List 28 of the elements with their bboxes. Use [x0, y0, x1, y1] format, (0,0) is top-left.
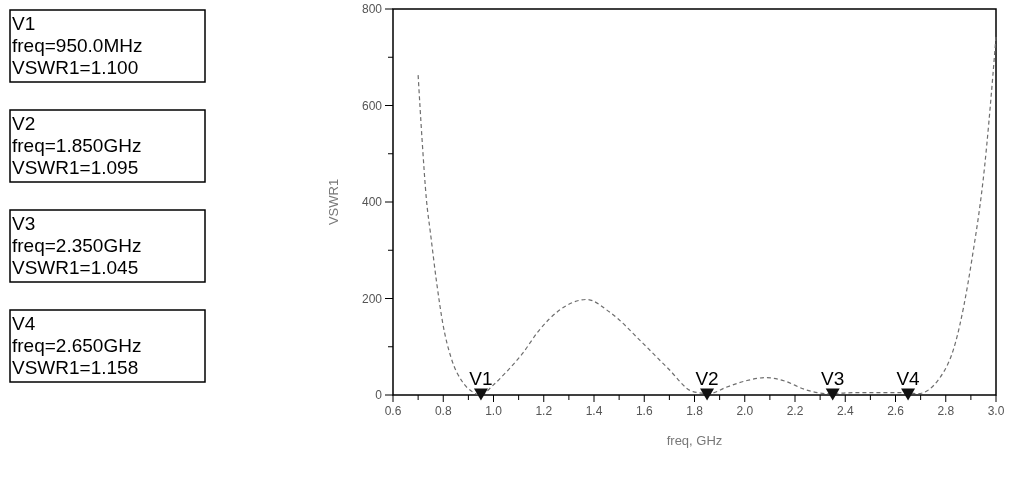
x-tick-label: 1.0 — [485, 404, 503, 418]
y-tick-label: 400 — [361, 195, 383, 209]
data-label: V2 — [695, 367, 719, 389]
text: V2 freq=1.850GHz VSWR1=1.095 — [12, 113, 142, 178]
x-tick-label: 2.4 — [836, 404, 854, 418]
x-tick-label: 2.6 — [887, 404, 905, 418]
text: V1 freq=950.0MHz VSWR1=1.100 — [12, 13, 143, 78]
data-label: V1 — [469, 367, 493, 389]
x-axis-title: freq, GHz — [666, 433, 723, 448]
x-tick-label: 1.2 — [535, 404, 553, 418]
x-tick-label: 2.0 — [736, 404, 754, 418]
text: V3 freq=2.350GHz VSWR1=1.045 — [12, 213, 142, 278]
data-label: V4 — [896, 367, 921, 389]
y-tick-label: 600 — [361, 98, 383, 113]
x-tick-label: 1.4 — [585, 404, 603, 418]
x-tick-label: 0.8 — [434, 404, 452, 418]
y-tick-label: 800 — [361, 2, 383, 16]
x-tick-label: 1.8 — [686, 404, 704, 418]
x-tick-label: 2.8 — [937, 404, 955, 418]
y-axis-title: VSWR1 — [326, 178, 341, 226]
y-tick-label: 0 — [375, 388, 383, 402]
x-tick-label: 0.6 — [384, 404, 402, 418]
x-tick-label: 2.2 — [786, 404, 804, 418]
y-tick-label: 200 — [361, 291, 383, 306]
x-tick-label: 1.6 — [635, 404, 653, 418]
text: V4 freq=2.650GHz VSWR1=1.158 — [12, 313, 142, 378]
data-label: V3 — [821, 367, 845, 389]
x-tick-label: 3.0 — [987, 404, 1005, 418]
